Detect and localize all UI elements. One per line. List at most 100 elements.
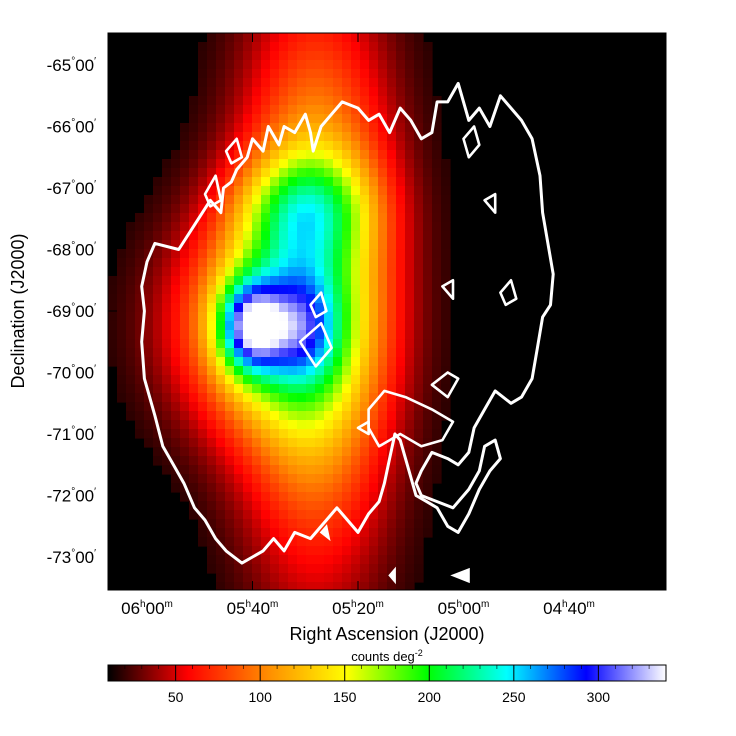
heat-cell: [297, 204, 307, 214]
heat-cell: [378, 213, 388, 223]
heat-cell: [288, 60, 298, 70]
heat-cell: [279, 573, 289, 583]
heat-cell: [207, 87, 217, 97]
heat-cell: [243, 69, 253, 79]
heat-cell: [387, 186, 397, 196]
heat-cell: [360, 321, 370, 331]
heat-cell: [261, 330, 271, 340]
heat-cell: [234, 456, 244, 466]
heat-cell: [144, 411, 154, 421]
heat-cell: [432, 474, 442, 484]
heat-cell: [288, 114, 298, 124]
heat-cell: [198, 240, 208, 250]
heat-cell: [441, 249, 451, 259]
heat-cell: [153, 285, 163, 295]
heat-cell: [216, 411, 226, 421]
heat-cell: [243, 141, 253, 151]
heat-cell: [351, 573, 361, 583]
heat-cell: [414, 366, 424, 376]
heat-cell: [189, 231, 199, 241]
heat-cell: [432, 177, 442, 187]
heat-cell: [333, 222, 343, 232]
heat-cell: [225, 519, 235, 529]
heat-cell: [135, 402, 145, 412]
heat-cell: [378, 528, 388, 538]
heat-cell: [414, 150, 424, 160]
heat-cell: [189, 411, 199, 421]
heat-cell: [144, 222, 154, 232]
heat-cell: [351, 51, 361, 61]
heat-cell: [180, 231, 190, 241]
heat-cell: [324, 105, 334, 115]
heat-cell: [288, 132, 298, 142]
heat-cell: [243, 60, 253, 70]
heat-cell: [414, 276, 424, 286]
heat-cell: [216, 267, 226, 277]
heat-cell: [324, 69, 334, 79]
heat-cell: [333, 429, 343, 439]
heat-cell: [216, 357, 226, 367]
contour-inner: [298, 322, 333, 368]
heat-cell: [306, 168, 316, 178]
heat-cell: [324, 186, 334, 196]
heat-cell: [342, 330, 352, 340]
heat-cell: [351, 465, 361, 475]
heat-cell: [162, 465, 172, 475]
heat-cell: [333, 105, 343, 115]
heat-cell: [441, 240, 451, 250]
heat-cell: [405, 411, 415, 421]
heat-cell: [297, 483, 307, 493]
heat-cell: [261, 474, 271, 484]
heat-cell: [189, 159, 199, 169]
heat-cell: [198, 168, 208, 178]
heat-cell: [378, 42, 388, 52]
heat-cell: [171, 348, 181, 358]
heat-cell: [333, 330, 343, 340]
heat-cell: [423, 204, 433, 214]
heat-cell: [351, 546, 361, 556]
heat-cell: [270, 114, 280, 124]
heat-cell: [225, 411, 235, 421]
heat-cell: [297, 429, 307, 439]
heat-cell: [405, 537, 415, 547]
heat-cell: [342, 357, 352, 367]
heat-cell: [270, 456, 280, 466]
heat-cell: [198, 276, 208, 286]
heat-cell: [396, 465, 406, 475]
heat-cell: [189, 366, 199, 376]
heat-cell: [414, 33, 424, 43]
heat-cell: [387, 465, 397, 475]
heat-cell: [423, 366, 433, 376]
heat-cell: [351, 528, 361, 538]
heat-cell: [189, 429, 199, 439]
heat-cell: [243, 519, 253, 529]
heat-cell: [189, 510, 199, 520]
heat-cell: [369, 438, 379, 448]
heat-cell: [378, 447, 388, 457]
heat-cell: [378, 78, 388, 88]
heat-cell: [198, 465, 208, 475]
heat-cell: [243, 114, 253, 124]
heat-cell: [405, 357, 415, 367]
heat-cell: [342, 537, 352, 547]
heat-cell: [108, 285, 118, 295]
heat-cell: [306, 528, 316, 538]
heat-cell: [216, 402, 226, 412]
heat-cell: [171, 204, 181, 214]
heat-cell: [423, 195, 433, 205]
heat-cell: [297, 294, 307, 304]
heat-cell: [252, 339, 262, 349]
heat-cell: [414, 384, 424, 394]
heat-cell: [189, 483, 199, 493]
heat-cell: [297, 231, 307, 241]
heat-cell: [279, 393, 289, 403]
heat-cell: [360, 267, 370, 277]
heat-cell: [288, 33, 298, 43]
heat-cell: [261, 150, 271, 160]
heat-cell: [279, 51, 289, 61]
contour-island: [388, 566, 396, 585]
heat-cell: [225, 420, 235, 430]
heat-cell: [126, 249, 136, 259]
heat-cell: [270, 240, 280, 250]
heat-cell: [297, 528, 307, 538]
